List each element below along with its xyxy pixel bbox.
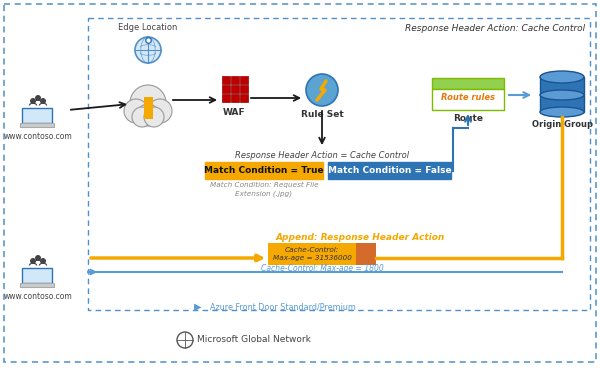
Bar xyxy=(22,268,52,283)
Bar xyxy=(240,85,248,93)
Ellipse shape xyxy=(540,90,584,100)
Text: Match Condition = False: Match Condition = False xyxy=(328,166,451,175)
Bar xyxy=(205,162,323,179)
Text: WAF: WAF xyxy=(223,108,245,117)
Text: www.contoso.com: www.contoso.com xyxy=(4,292,73,301)
Text: Cache-Control:
Max-age = 31536000: Cache-Control: Max-age = 31536000 xyxy=(272,247,352,261)
Bar xyxy=(222,94,230,102)
Bar xyxy=(540,77,584,112)
Text: Route rules: Route rules xyxy=(441,92,495,102)
Text: Origin Group: Origin Group xyxy=(532,120,593,129)
Text: Response Header Action = Cache Control: Response Header Action = Cache Control xyxy=(235,151,409,160)
Circle shape xyxy=(40,98,46,104)
Ellipse shape xyxy=(540,107,584,117)
Text: Microsoft Global Network: Microsoft Global Network xyxy=(197,336,311,344)
Circle shape xyxy=(148,99,172,123)
Text: Azure Front Door Standard/Premium: Azure Front Door Standard/Premium xyxy=(210,302,356,311)
Circle shape xyxy=(124,99,148,123)
Bar xyxy=(222,85,230,93)
Circle shape xyxy=(35,95,41,101)
Bar xyxy=(20,283,54,287)
Bar xyxy=(432,78,504,89)
Circle shape xyxy=(306,74,338,106)
Bar xyxy=(356,243,376,265)
Bar xyxy=(432,89,504,110)
Text: www.contoso.com: www.contoso.com xyxy=(4,132,73,141)
Text: ▶: ▶ xyxy=(194,302,202,312)
Circle shape xyxy=(35,255,41,261)
Circle shape xyxy=(144,107,164,127)
Bar xyxy=(20,123,54,127)
Ellipse shape xyxy=(540,71,584,83)
Circle shape xyxy=(130,85,166,121)
Circle shape xyxy=(135,37,161,63)
Circle shape xyxy=(30,258,36,264)
Circle shape xyxy=(40,258,46,264)
Bar xyxy=(231,76,239,84)
Bar xyxy=(22,108,52,123)
Bar xyxy=(231,85,239,93)
Text: Match Condition = True: Match Condition = True xyxy=(204,166,324,175)
Bar xyxy=(88,18,590,310)
Bar xyxy=(268,243,356,265)
Circle shape xyxy=(30,98,36,104)
Bar xyxy=(328,162,451,179)
Bar xyxy=(231,94,239,102)
Bar xyxy=(222,76,230,84)
Bar xyxy=(240,76,248,84)
Text: Cache-Control: Max-age = 1800: Cache-Control: Max-age = 1800 xyxy=(260,264,383,273)
Text: Match Condition: Request File
Extension (.jpg): Match Condition: Request File Extension … xyxy=(209,182,319,197)
Bar xyxy=(144,97,153,119)
Circle shape xyxy=(132,107,152,127)
Text: Edge Location: Edge Location xyxy=(118,23,178,32)
Text: Append: Response Header Action: Append: Response Header Action xyxy=(275,233,445,242)
Bar xyxy=(240,94,248,102)
Circle shape xyxy=(137,104,159,126)
Text: Route: Route xyxy=(453,114,483,123)
Text: Rule Set: Rule Set xyxy=(301,110,343,119)
Text: Response Header Action: Cache Control: Response Header Action: Cache Control xyxy=(405,24,585,33)
